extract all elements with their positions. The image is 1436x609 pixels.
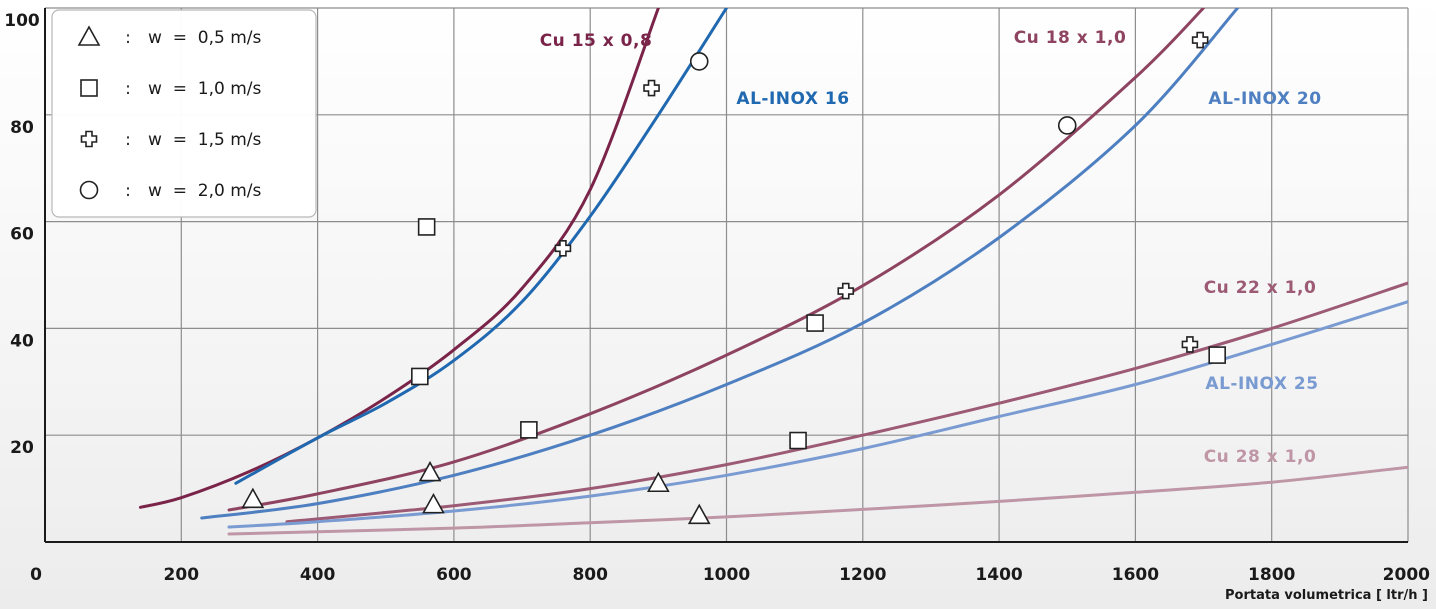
square-marker	[520, 421, 538, 439]
triangle-marker	[422, 492, 445, 514]
cross-marker	[837, 282, 855, 300]
series-line-5	[285, 281, 1408, 524]
y-tick-label: 20	[10, 438, 34, 458]
square-marker	[1208, 346, 1226, 364]
square-marker	[411, 367, 429, 386]
x-tick-label: 1200	[839, 565, 886, 585]
series-label: Cu 18 x 1,0	[1014, 28, 1127, 48]
y-tick-label: 40	[10, 331, 34, 351]
x-tick-label: 0	[30, 565, 42, 585]
y-tick-label: 60	[10, 225, 34, 245]
series-labels: Cu 15 x 0,8 AL-INOX 16 Cu 18 x 1,0 AL-INOX …	[540, 28, 1321, 467]
triangle-marker	[687, 503, 711, 525]
series-lines	[138, 8, 1408, 536]
series-line-3	[227, 8, 1205, 512]
triangle-marker	[646, 471, 670, 493]
legend-colon: :	[125, 181, 131, 201]
square-marker	[417, 218, 436, 236]
x-tick-label: 800	[572, 565, 608, 585]
series-label: Cu 28 x 1,0	[1204, 447, 1317, 467]
x-tick-label: 1000	[703, 565, 750, 585]
x-tick-label: 200	[164, 565, 200, 585]
series-label: Cu 22 x 1,0	[1204, 278, 1317, 298]
y-tick-label: 100	[4, 11, 40, 31]
series-line-6	[227, 300, 1408, 529]
x-tick-label: 600	[436, 565, 472, 585]
axes: 0 200 400 600 800 1000 1200 1400 1600 1800 2000 20 4…	[4, 8, 1430, 585]
cross-marker	[80, 130, 98, 148]
cross-marker	[643, 79, 660, 97]
legend-entry-label: w = 1,0 m/s	[148, 79, 261, 99]
cross-marker	[1191, 31, 1209, 49]
x-axis-label: Portata volumetrica [ ltr/h ]	[1225, 588, 1428, 603]
series-line-7	[227, 465, 1408, 536]
series-label: Cu 15 x 0,8	[540, 31, 653, 51]
square-marker	[806, 314, 824, 332]
legend-colon: :	[125, 28, 131, 48]
triangle-marker	[77, 25, 101, 46]
circle-marker	[79, 180, 99, 200]
x-tick-label: 1400	[975, 565, 1022, 585]
cross-marker	[1181, 336, 1199, 353]
cross-marker	[554, 240, 572, 257]
circle-marker	[1057, 116, 1077, 135]
x-tick-label: 1600	[1112, 565, 1159, 585]
legend: : w = 0,5 m/s: w = 1,0 m/s: w = 1,5 m/s: w =…	[51, 9, 317, 218]
y-tick-label: 80	[10, 118, 34, 138]
series-label: AL-INOX 16	[736, 89, 849, 109]
square-marker	[789, 431, 807, 450]
legend-entry-label: w = 0,5 m/s	[148, 28, 261, 48]
legend-colon: :	[125, 79, 131, 99]
circle-marker	[689, 52, 709, 71]
triangle-marker	[418, 460, 442, 482]
x-tick-label: 1800	[1248, 565, 1295, 585]
legend-entry-label: w = 1,5 m/s	[148, 130, 261, 150]
series-line-4	[200, 8, 1240, 520]
legend-box	[51, 9, 317, 218]
series-label: AL-INOX 20	[1208, 89, 1321, 109]
series-markers	[241, 31, 1226, 525]
square-marker	[80, 79, 98, 97]
legend-colon: :	[125, 130, 131, 150]
x-tick-label: 2000	[1383, 565, 1430, 585]
x-tick-label: 400	[300, 565, 336, 585]
series-label: AL-INOX 25	[1205, 374, 1318, 394]
triangle-marker	[241, 487, 265, 509]
legend-entry-label: w = 2,0 m/s	[148, 181, 261, 201]
series-line-2	[234, 8, 728, 485]
